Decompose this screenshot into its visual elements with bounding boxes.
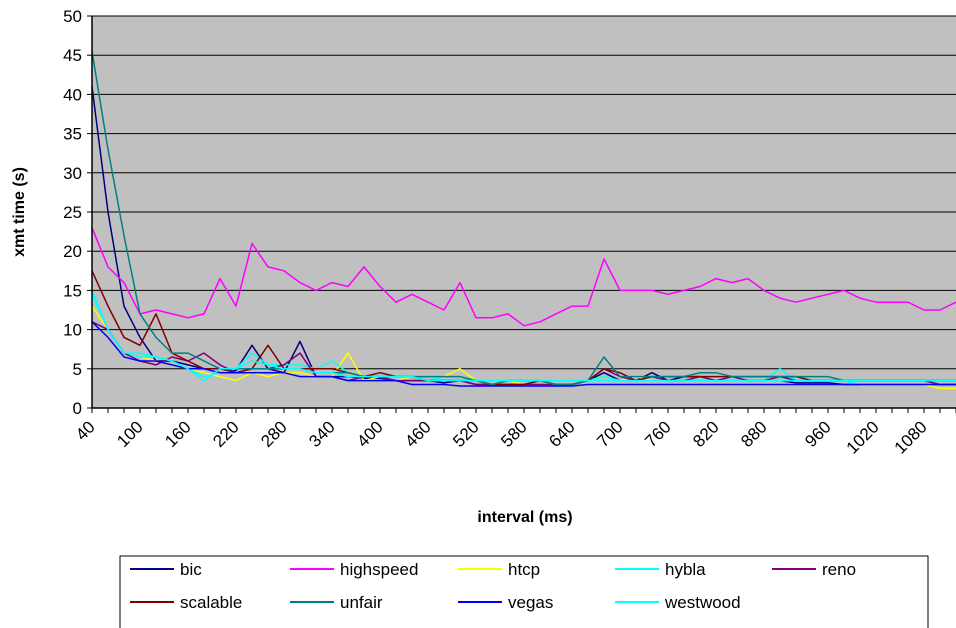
y-tick-label: 45	[63, 46, 82, 65]
x-tick-label: 40	[72, 417, 99, 444]
series-line-highspeed	[91, 227, 956, 327]
x-axis-title: interval (ms)	[477, 509, 572, 526]
legend-item-vegas: vegas	[458, 593, 553, 612]
y-tick-label: 40	[63, 85, 82, 104]
x-tick-label: 640	[545, 417, 578, 450]
legend: bic highspeed htcp hybla reno scalable unfair v…	[119, 555, 929, 628]
x-tick-label: 160	[161, 417, 194, 450]
x-tick-label: 580	[497, 417, 530, 450]
legend-label: bic	[180, 560, 202, 579]
x-tick-label: 760	[641, 417, 674, 450]
x-axis-ticks: 40 100 160 220 280 340 400 460 520 580 640 700 760 82…	[72, 408, 956, 458]
legend-item-highspeed: highspeed	[290, 560, 418, 579]
legend-item-htcp: htcp	[458, 560, 540, 579]
y-tick-label: 0	[73, 399, 82, 418]
x-tick-label: 520	[449, 417, 482, 450]
gridlines	[92, 15, 956, 370]
x-tick-label: 400	[353, 417, 386, 450]
legend-label: unfair	[340, 593, 383, 612]
legend-label: hybla	[665, 560, 706, 579]
series-line-vegas	[91, 321, 956, 387]
x-tick-label: 100	[113, 417, 146, 450]
x-tick-label: 280	[257, 417, 290, 450]
x-tick-label: 1020	[843, 417, 883, 457]
y-tick-label: 10	[63, 321, 82, 340]
legend-label: highspeed	[340, 560, 418, 579]
legend-item-hybla: hybla	[615, 560, 706, 579]
series-layer	[91, 51, 956, 390]
y-tick-label: 25	[63, 203, 82, 222]
x-tick-label: 700	[593, 417, 626, 450]
x-tick-label: 880	[737, 417, 770, 450]
y-tick-label: 5	[73, 360, 82, 379]
y-tick-label: 35	[63, 125, 82, 144]
y-tick-label: 30	[63, 164, 82, 183]
legend-label: scalable	[180, 593, 242, 612]
legend-item-scalable: scalable	[130, 593, 242, 612]
y-axis-title: xmt time (s)	[11, 167, 28, 257]
legend-label: htcp	[508, 560, 540, 579]
legend-label: vegas	[508, 593, 553, 612]
x-tick-label: 1080	[891, 417, 931, 457]
x-tick-label: 220	[209, 417, 242, 450]
x-tick-label: 960	[801, 417, 834, 450]
x-tick-label: 820	[689, 417, 722, 450]
legend-label: reno	[822, 560, 856, 579]
y-tick-label: 50	[63, 7, 82, 26]
legend-item-reno: reno	[772, 560, 856, 579]
legend-label: westwood	[664, 593, 741, 612]
legend-item-westwood: westwood	[615, 593, 741, 612]
x-tick-label: 460	[401, 417, 434, 450]
y-tick-label: 20	[63, 242, 82, 261]
x-tick-label: 340	[305, 417, 338, 450]
series-line-westwood	[91, 290, 956, 382]
y-axis-ticks: 0 5 10 15 20 25 30 35 40 45 50	[63, 7, 92, 418]
y-tick-label: 15	[63, 281, 82, 300]
legend-item-unfair: unfair	[290, 593, 383, 612]
legend-item-bic: bic	[130, 560, 202, 579]
